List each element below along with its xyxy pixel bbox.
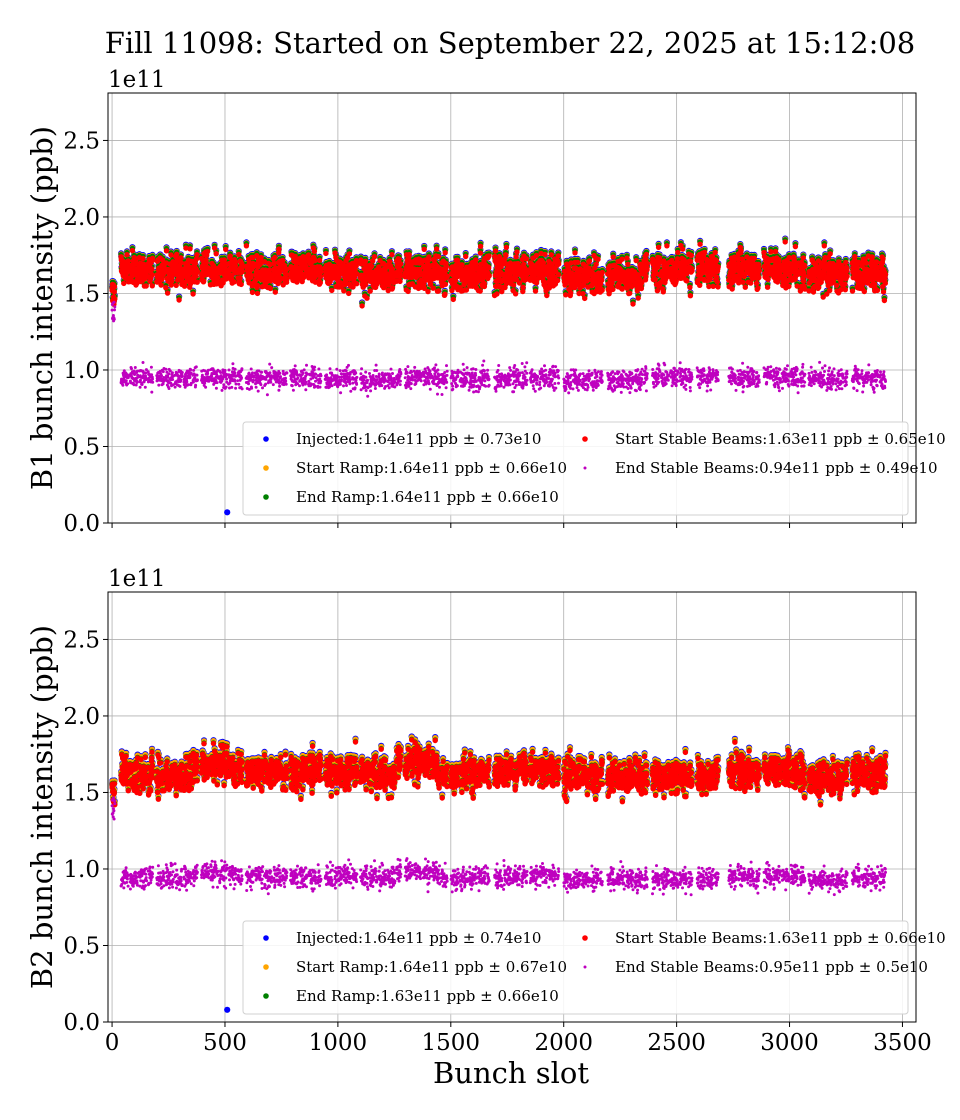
data-point — [224, 509, 231, 516]
chart-title: Fill 11098: Started on September 22, 202… — [105, 26, 916, 60]
data-points — [109, 235, 889, 516]
